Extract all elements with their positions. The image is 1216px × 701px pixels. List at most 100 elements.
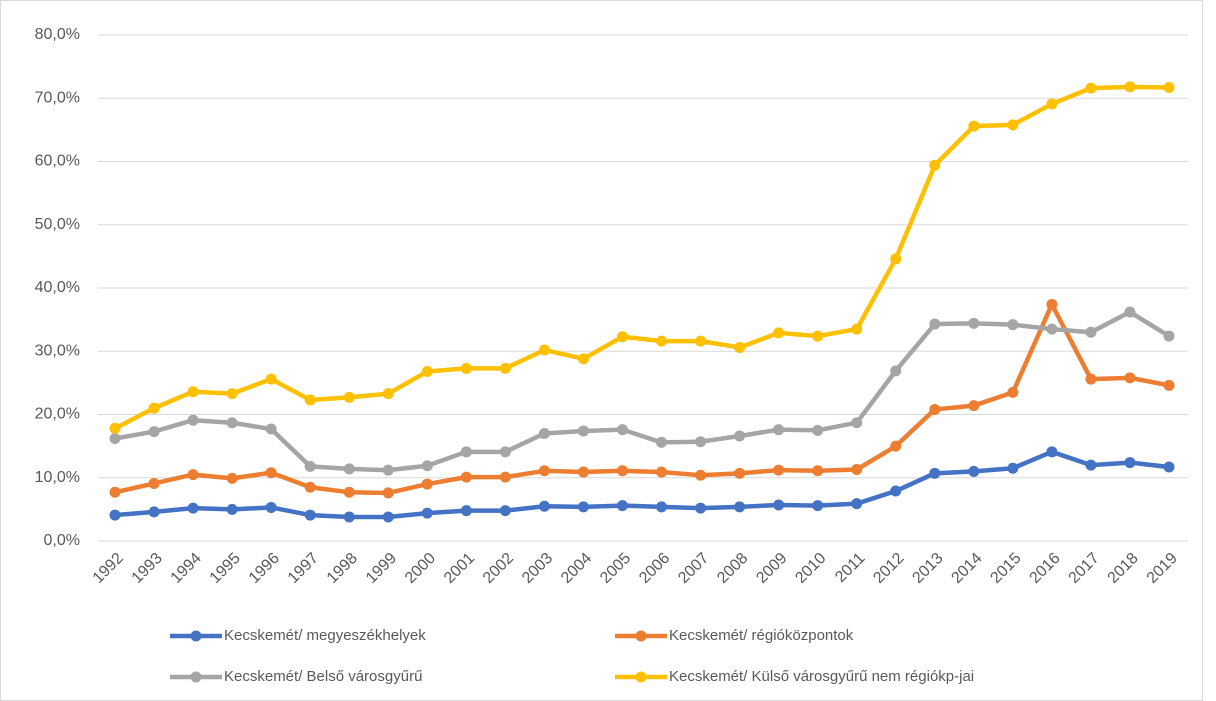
- data-point: [265, 373, 277, 385]
- data-point: [421, 478, 433, 490]
- series-line: [114, 449, 1170, 520]
- data-point: [1007, 119, 1019, 131]
- data-point: [577, 466, 589, 478]
- data-point: [577, 501, 589, 513]
- data-point: [460, 362, 472, 374]
- data-point: [968, 400, 980, 412]
- data-point: [343, 511, 355, 523]
- data-point: [577, 353, 589, 365]
- data-point: [343, 391, 355, 403]
- data-point: [343, 486, 355, 498]
- data-point: [773, 499, 785, 511]
- data-point: [695, 469, 707, 481]
- data-point: [148, 506, 160, 518]
- y-tick-label: 80,0%: [35, 26, 80, 43]
- y-tick-label: 0,0%: [44, 532, 80, 549]
- data-point: [226, 417, 238, 429]
- data-point: [538, 427, 550, 439]
- data-point: [1085, 82, 1097, 94]
- data-point: [695, 335, 707, 347]
- data-point: [1124, 372, 1136, 384]
- data-point: [304, 509, 316, 521]
- data-point: [968, 465, 980, 477]
- y-tick-label: 60,0%: [35, 153, 80, 170]
- data-point: [616, 331, 628, 343]
- data-point: [187, 386, 199, 398]
- legend: Kecskemét/ megyeszékhelyek Kecskemét/ rég…: [170, 627, 974, 685]
- data-point: [421, 365, 433, 377]
- data-point: [851, 464, 863, 476]
- data-point: [1085, 459, 1097, 471]
- data-point: [148, 402, 160, 414]
- data-point: [421, 507, 433, 519]
- data-point: [187, 414, 199, 426]
- data-point: [382, 388, 394, 400]
- data-point: [499, 446, 511, 458]
- data-point: [1007, 386, 1019, 398]
- data-point: [382, 464, 394, 476]
- data-point: [812, 465, 824, 477]
- data-point: [109, 486, 121, 498]
- data-point: [421, 460, 433, 472]
- legend-label: Kecskemét/ régióközpontok: [669, 627, 854, 644]
- data-point: [656, 335, 668, 347]
- data-point: [929, 403, 941, 415]
- data-point: [616, 465, 628, 477]
- data-point: [538, 465, 550, 477]
- data-point: [1124, 306, 1136, 318]
- data-point: [1046, 298, 1058, 310]
- data-point: [695, 436, 707, 448]
- data-point: [695, 502, 707, 514]
- data-point: [851, 498, 863, 510]
- legend-label: Kecskemét/ Belső városgyűrű: [224, 668, 422, 685]
- y-tick-label: 10,0%: [35, 469, 80, 486]
- data-point: [226, 503, 238, 515]
- data-point: [734, 501, 746, 513]
- data-point: [656, 466, 668, 478]
- data-point: [1046, 98, 1058, 110]
- data-point: [1163, 81, 1175, 93]
- data-point: [1163, 379, 1175, 391]
- data-point: [1046, 446, 1058, 458]
- data-point: [226, 472, 238, 484]
- data-point: [109, 509, 121, 521]
- data-point: [812, 330, 824, 342]
- data-point: [538, 500, 550, 512]
- data-point: [968, 120, 980, 132]
- y-tick-label: 20,0%: [35, 406, 80, 423]
- data-point: [304, 481, 316, 493]
- legend-marker: [190, 671, 202, 683]
- data-point: [382, 511, 394, 523]
- data-point: [265, 467, 277, 479]
- data-point: [148, 477, 160, 489]
- series-line: [113, 84, 1170, 431]
- data-point: [577, 425, 589, 437]
- data-point: [1163, 330, 1175, 342]
- data-point: [265, 501, 277, 513]
- data-point: [1046, 323, 1058, 335]
- legend-marker: [190, 630, 202, 642]
- data-point: [616, 500, 628, 512]
- data-point: [109, 433, 121, 445]
- y-tick-label: 70,0%: [35, 89, 80, 106]
- data-point: [1085, 373, 1097, 385]
- data-point: [187, 469, 199, 481]
- data-point: [734, 341, 746, 353]
- data-point: [1163, 461, 1175, 473]
- data-point: [226, 388, 238, 400]
- data-point: [773, 464, 785, 476]
- data-point: [460, 505, 472, 517]
- data-point: [890, 440, 902, 452]
- data-point: [929, 159, 941, 171]
- data-point: [265, 423, 277, 435]
- data-point: [460, 471, 472, 483]
- data-point: [109, 422, 121, 434]
- data-point: [187, 502, 199, 514]
- data-point: [1124, 81, 1136, 93]
- data-point: [773, 424, 785, 436]
- data-point: [812, 500, 824, 512]
- data-point: [304, 460, 316, 472]
- data-point: [851, 417, 863, 429]
- data-point: [734, 430, 746, 442]
- legend-marker: [635, 671, 647, 683]
